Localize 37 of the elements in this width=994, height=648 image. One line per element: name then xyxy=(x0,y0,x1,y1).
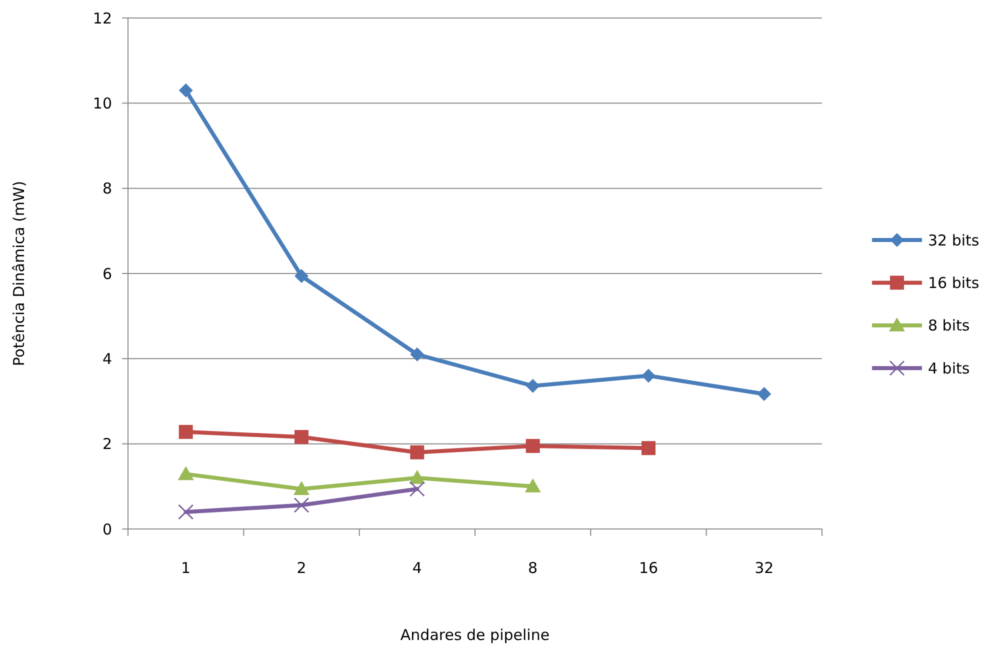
point xyxy=(642,368,656,383)
y-tick-label: 8 xyxy=(102,180,112,198)
point xyxy=(757,387,772,402)
point xyxy=(526,378,540,393)
point xyxy=(294,269,308,284)
point xyxy=(526,438,540,453)
point xyxy=(294,480,310,495)
point xyxy=(409,481,425,497)
y-tick-label: 10 xyxy=(92,94,112,112)
point xyxy=(642,441,656,456)
y-tick-label: 4 xyxy=(102,350,112,368)
y-tick-label: 0 xyxy=(102,520,112,538)
point xyxy=(178,466,194,480)
point xyxy=(409,470,426,484)
x-tick-label: 8 xyxy=(528,559,538,577)
y-tick-label: 2 xyxy=(102,435,112,454)
point xyxy=(178,83,193,98)
legend-label: 4 bits xyxy=(928,359,970,378)
x-tick-label: 4 xyxy=(412,559,422,577)
x-tick-label: 16 xyxy=(638,559,658,577)
point xyxy=(410,445,424,460)
x-tick-label: 2 xyxy=(296,559,306,577)
y-tick-label: 6 xyxy=(102,264,112,283)
point xyxy=(524,478,541,492)
point xyxy=(294,497,310,513)
point xyxy=(178,424,193,439)
y-axis-title: Potência Dinâmica (mW) xyxy=(10,180,28,366)
legend-label: 16 bits xyxy=(928,274,980,292)
point xyxy=(410,347,424,362)
legend-label: 32 bits xyxy=(928,231,980,250)
x-axis-title: Andares de pipeline xyxy=(400,626,550,644)
point xyxy=(294,430,308,444)
legend-label: 8 bits xyxy=(928,316,970,335)
point xyxy=(178,504,194,520)
x-tick-label: 1 xyxy=(181,559,191,577)
x-tick-label: 32 xyxy=(754,559,774,577)
y-tick-label: 12 xyxy=(92,9,112,28)
